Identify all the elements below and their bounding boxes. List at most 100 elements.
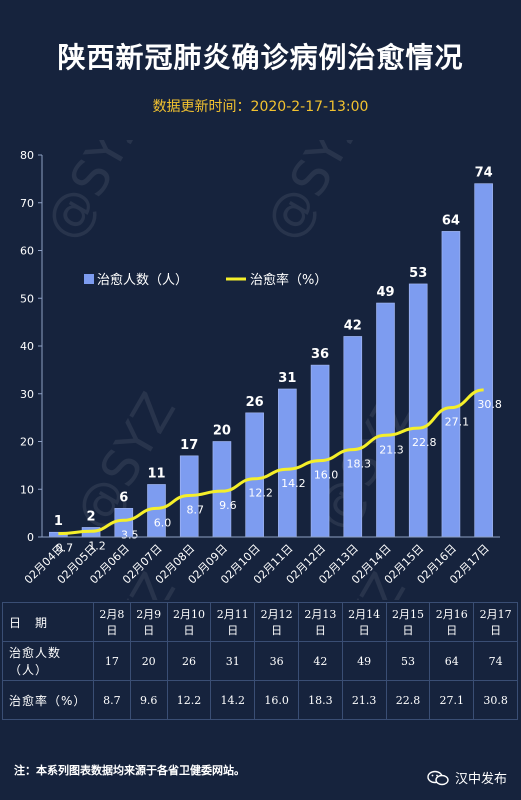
- bar-value-label: 49: [376, 285, 394, 300]
- table-cell: 8.7: [93, 680, 131, 720]
- table-header-label: 日 期: [2, 602, 94, 642]
- rate-value-label: 3.5: [121, 528, 139, 541]
- bar: [343, 336, 363, 538]
- bar-value-label: 1: [54, 514, 63, 529]
- table-cell: 22.8: [385, 680, 431, 720]
- y-tick-label: 10: [20, 483, 34, 496]
- bar-value-label: 11: [147, 466, 165, 481]
- table-cell: 27.1: [429, 680, 475, 720]
- legend: 治愈人数（人） 治愈率（%）: [84, 272, 327, 288]
- rate-value-label: 21.3: [379, 443, 404, 456]
- y-tick-label: 60: [20, 245, 34, 258]
- table-date-cell: 2月11日: [210, 602, 256, 642]
- rate-value-label: 18.3: [347, 458, 372, 471]
- table-date-cell: 2月15日: [385, 602, 431, 642]
- table-date-cell: 2月8日: [93, 602, 131, 642]
- bar-value-label: 17: [180, 438, 198, 453]
- rate-value-label: 9.6: [219, 499, 237, 512]
- rate-value-label: 0.7: [56, 542, 74, 555]
- table-date-cell: 2月9日: [129, 602, 168, 642]
- y-tick-label: 80: [20, 149, 34, 162]
- rate-value-label: 14.2: [281, 477, 306, 490]
- rate-value-label: 12.2: [248, 487, 273, 500]
- bar-value-label: 36: [311, 347, 329, 362]
- source-note: 注：本系列图表数据均来源于各省卫健委网站。: [14, 764, 245, 777]
- watermark-text: @SYZ: [254, 140, 378, 249]
- page-title: 陕西新冠肺炎确诊病例治愈情况: [57, 41, 464, 74]
- table-cell: 64: [429, 641, 475, 681]
- wechat-icon: [427, 770, 449, 785]
- rate-value-label: 16.0: [314, 469, 339, 482]
- table-cell: 14.2: [210, 680, 256, 720]
- table-cell: 53: [385, 641, 431, 681]
- legend-swatch-bar: [84, 274, 94, 284]
- table-cell: 18.3: [297, 680, 343, 720]
- legend-label: 治愈人数（人）: [97, 273, 188, 288]
- brand-name: 汉中发布: [454, 772, 507, 787]
- table-cell: 17: [93, 641, 131, 681]
- legend-label: 治愈率（%）: [250, 272, 327, 288]
- data-table: 日 期 2月8日 2月9日 2月10日 2月11日 2月12日 2月13日 2月14日 2月1…: [2, 602, 518, 720]
- table-row-cured: 治愈人数（人） 17 20 26 31 36 42 49 53 64 74: [2, 641, 518, 681]
- table-row-label: 治愈人数（人）: [2, 641, 94, 681]
- table-cell: 74: [473, 641, 518, 681]
- bar: [376, 302, 395, 538]
- y-tick-label: 20: [20, 436, 34, 449]
- bar-value-label: 6: [119, 490, 128, 505]
- table-cell: 9.6: [129, 680, 168, 720]
- table-date-cell: 2月16日: [429, 602, 475, 642]
- bar-value-label: 20: [213, 424, 231, 439]
- bar-value-label: 53: [409, 266, 427, 281]
- bar-value-label: 2: [87, 509, 96, 524]
- y-tick-label: 40: [20, 340, 34, 353]
- table-cell: 26: [166, 641, 212, 681]
- table-row-dates: 日 期 2月8日 2月9日 2月10日 2月11日 2月12日 2月13日 2月14日 2月1…: [2, 602, 518, 642]
- table-cell: 36: [254, 641, 299, 681]
- table-row-label: 治愈率（%）: [2, 680, 94, 720]
- bar-value-label: 26: [246, 395, 264, 410]
- table-date-cell: 2月14日: [341, 602, 387, 642]
- rate-value-label: 1.2: [88, 539, 106, 552]
- bar: [310, 364, 330, 538]
- y-tick-label: 0: [27, 531, 34, 544]
- rate-value-label: 22.8: [412, 436, 437, 449]
- table-date-cell: 2月13日: [297, 602, 343, 642]
- table-cell: 20: [129, 641, 168, 681]
- table-cell: 21.3: [341, 680, 387, 720]
- rate-value-label: 30.8: [477, 398, 502, 411]
- table-row-rate: 治愈率（%） 8.7 9.6 12.2 14.2 16.0 18.3 21.3 22.8 27.…: [2, 680, 518, 720]
- table-cell: 16.0: [254, 680, 299, 720]
- y-tick-label: 70: [20, 197, 34, 210]
- bar-value-label: 64: [442, 213, 460, 228]
- table-cell: 49: [341, 641, 387, 681]
- bar: [278, 388, 297, 538]
- bar: [245, 412, 264, 538]
- bar-value-label: 74: [475, 166, 493, 181]
- table-date-cell: 2月17日: [473, 602, 518, 642]
- table-date-cell: 2月10日: [166, 602, 212, 642]
- bar: [474, 183, 493, 538]
- table-cell: 31: [210, 641, 256, 681]
- rate-value-label: 6.0: [154, 516, 172, 529]
- y-tick-label: 30: [20, 388, 34, 401]
- rate-value-label: 8.7: [186, 503, 204, 516]
- bar-line-chart: @SYZ@SYZ@SYZ@SYZ@SYZ@SYZ 010203040506070…: [20, 140, 502, 600]
- bar-value-label: 31: [278, 371, 296, 386]
- table-cell: 30.8: [473, 680, 518, 720]
- rate-value-label: 27.1: [445, 416, 470, 429]
- table-date-cell: 2月12日: [254, 602, 299, 642]
- brand: 汉中发布: [427, 768, 507, 787]
- update-time: 数据更新时间：2020-2-17-13:00: [152, 99, 369, 115]
- table-cell: 12.2: [166, 680, 212, 720]
- y-axis: 0 10 20 30 40 50 60 70 80: [20, 149, 43, 544]
- y-tick-label: 50: [20, 292, 34, 305]
- rate-line: [58, 388, 484, 536]
- bar-value-label: 42: [344, 318, 362, 333]
- bar: [408, 283, 428, 538]
- watermark-text: @SYZ: [34, 140, 158, 249]
- rate-line-group: 0.7 1.23.56.08.7 9.612.214.216.018.321.322…: [56, 388, 502, 555]
- table-cell: 42: [297, 641, 343, 681]
- bar: [441, 231, 461, 538]
